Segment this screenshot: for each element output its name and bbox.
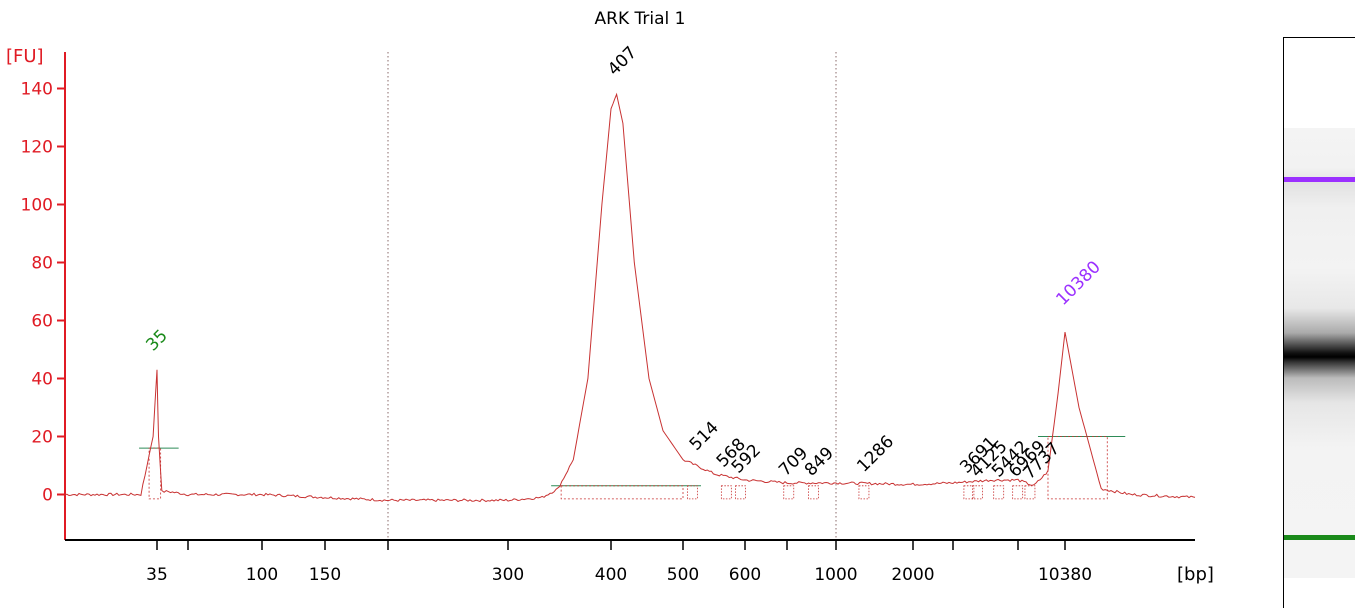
y-tick-label: 20 bbox=[31, 428, 53, 448]
gel-image bbox=[1283, 37, 1355, 608]
peak-label: 514 bbox=[686, 418, 723, 455]
y-tick-label: 100 bbox=[21, 196, 53, 216]
y-tick-label: 40 bbox=[31, 370, 53, 390]
peak-region bbox=[148, 447, 162, 500]
x-tick-label: 500 bbox=[667, 565, 699, 585]
gel-lane bbox=[1284, 128, 1355, 578]
trace-line bbox=[64, 92, 1196, 503]
x-tick-label: 150 bbox=[309, 565, 341, 585]
plot-area: 0 20 40 60 80 100 120 140 35 100 150 300 400 500 600 10… bbox=[21, 43, 1196, 585]
small-peak-box bbox=[1012, 485, 1024, 500]
gel-upper-marker-band bbox=[1284, 177, 1355, 182]
small-peak-box bbox=[858, 485, 870, 500]
y-tick-label: 0 bbox=[42, 486, 53, 506]
small-peak-box bbox=[720, 485, 732, 500]
small-peak-box bbox=[783, 485, 795, 500]
x-axis-label: [bp] bbox=[1177, 564, 1214, 585]
small-peak-box bbox=[963, 485, 975, 500]
small-peak-box bbox=[686, 485, 698, 500]
small-peak-box bbox=[972, 485, 983, 500]
chart-title: ARK Trial 1 bbox=[595, 9, 686, 29]
y-tick-label: 60 bbox=[31, 312, 53, 332]
x-tick-label: 300 bbox=[492, 565, 524, 585]
y-tick-label: 80 bbox=[31, 254, 53, 274]
x-tick-label: 100 bbox=[246, 565, 278, 585]
x-tick-label: 400 bbox=[595, 565, 627, 585]
small-peak-box bbox=[808, 485, 819, 500]
y-tick-label: 140 bbox=[21, 80, 53, 100]
x-tick-label: 2000 bbox=[891, 565, 934, 585]
peak-label: 1286 bbox=[853, 432, 898, 477]
small-peak-box bbox=[1024, 485, 1036, 500]
peak-region bbox=[560, 485, 684, 500]
small-peak-box bbox=[993, 485, 1005, 500]
y-tick-label: 120 bbox=[21, 138, 53, 158]
y-axis-label: [FU] bbox=[6, 46, 44, 67]
x-tick-label: 35 bbox=[146, 565, 168, 585]
peak-label: 849 bbox=[801, 443, 838, 480]
x-tick-label: 1000 bbox=[814, 565, 857, 585]
peak-label: 407 bbox=[604, 43, 641, 80]
x-tick-label: 10380 bbox=[1038, 565, 1092, 585]
peak-label: 10380 bbox=[1052, 257, 1104, 309]
gel-lower-marker-band bbox=[1284, 535, 1355, 540]
x-tick-label: 600 bbox=[729, 565, 761, 585]
small-peak-box bbox=[735, 485, 746, 500]
peak-label: 35 bbox=[142, 326, 171, 355]
